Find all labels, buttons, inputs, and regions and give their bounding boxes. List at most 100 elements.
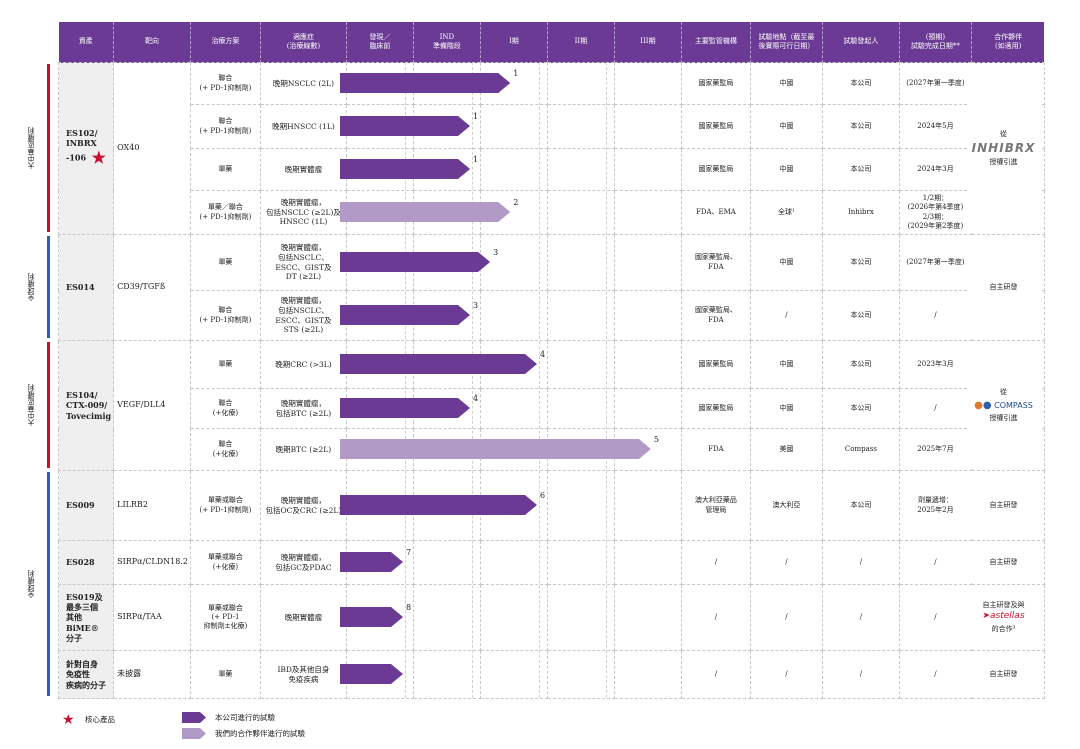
table-row: ES009 LILRB2 單藥或聯合 (+ PD-1抑制劑) 晚期實體瘤， 包括OC及… — [57, 470, 1045, 541]
sponsor-cell: 本公司 — [821, 234, 900, 291]
bar-footnote: 1 — [473, 112, 479, 121]
target-cell: SIRPα/CLDN18.2 — [113, 540, 191, 585]
authority-cell: / — [680, 540, 751, 585]
indication-cell: 晚期實體瘤， 包括NSCLC (≥2L)及 HNSCC (1L) — [259, 190, 347, 235]
completion-date-cell: 劑量遞增： 2025年2月 — [898, 470, 972, 541]
table-row: ES028 SIRPα/CLDN18.2 單藥或聯合 (+化療) 晚期實體瘤， 包括G… — [57, 540, 1045, 585]
therapy-cell: 單藥或聯合 (+ PD-1抑制劑) — [189, 470, 261, 541]
asset-name: ES014 — [66, 282, 95, 293]
therapy-cell: 聯合 (+ PD-1抑制劑) — [189, 62, 261, 105]
star-icon: ★ — [62, 712, 75, 728]
stage-cell — [546, 234, 615, 291]
indication-cell: 晚期實體瘤， 包括OC及CRC (≥2L) — [259, 470, 347, 541]
sponsor-cell: / — [821, 540, 900, 585]
stage-cell — [546, 650, 615, 699]
rights-region-bar — [47, 236, 50, 338]
therapy-cell: 單藥或聯合 (+化療) — [189, 540, 261, 585]
column-header: 發現／ 臨床前 — [345, 22, 414, 63]
asset-name: ES009 — [66, 500, 95, 511]
location-cell: 美國 — [749, 428, 823, 471]
stage-cell — [613, 104, 682, 149]
own-trial-bar — [340, 664, 403, 684]
asset-name: ES102/ INBRX -106 — [66, 127, 98, 163]
table-row: ES104/ CTX-009/ Tovecimig VEGF/DLL4 單藥 晚期CR… — [57, 340, 1045, 471]
column-header: II期 — [546, 22, 615, 63]
rights-region-label: 全球權利 — [27, 273, 35, 301]
stage-divider — [539, 62, 541, 698]
stage-cell — [613, 190, 682, 235]
rights-region-label: 大中華區權利 — [27, 127, 35, 169]
therapy-cell: 聯合 (+ PD-1抑制劑) — [189, 290, 261, 341]
stage-cell — [479, 290, 548, 341]
table-row: 針對自身 免疫性 疾病的分子 未披露 單藥 IBD及其他自身 免疫疾病 / / / / — [57, 650, 1045, 699]
asset-name: ES028 — [66, 557, 95, 568]
completion-date-cell: (2027年第一季度) — [898, 234, 972, 291]
therapy-cell: 單藥／聯合 (+ PD-1抑制劑) — [189, 190, 261, 235]
column-header: 治療方案 — [189, 22, 261, 63]
stage-cell — [613, 470, 682, 541]
stage-cell — [613, 148, 682, 191]
authority-cell: 國家藥監局 — [680, 104, 751, 149]
legend-core: ★ 核心產品 — [62, 712, 115, 728]
asset-name-cell: ES104/ CTX-009/ Tovecimig — [57, 340, 115, 471]
stage-cell — [479, 148, 548, 191]
legend-core-label: 核心產品 — [84, 715, 115, 724]
column-header: 靶向 — [113, 22, 191, 63]
column-header: 主要監管機構 — [680, 22, 751, 63]
target-cell: SIRPα/TAA — [113, 584, 191, 651]
indication-cell: 晚期實體瘤， 包括NSCLC、 ESCC、GIST及 STS (≥2L) — [259, 290, 347, 341]
location-cell: 中國 — [749, 62, 823, 105]
bar-footnote: 1 — [473, 155, 479, 164]
table-row: 聯合 (+ PD-1抑制劑) 晚期實體瘤， 包括NSCLC、 ESCC、GIST及… — [59, 290, 1045, 341]
table-row: ES019及 最多三個 其他BiME® 分子 SIRPα/TAA 單藥或聯合 (+ … — [57, 584, 1045, 651]
column-header: 試驗地點（截至最 後實際可行日期） — [749, 22, 823, 63]
table-row: 聯合 (+ PD-1抑制劑) 晚期HNSCC (1L) 國家藥監局 中國 本公司 2024… — [59, 104, 1045, 149]
partner-text-top: 從 — [1000, 129, 1007, 138]
sponsor-cell: / — [821, 650, 900, 699]
location-cell: / — [749, 650, 823, 699]
stage-cell — [546, 104, 615, 149]
authority-cell: 國家藥監局 — [680, 388, 751, 429]
rights-region-bar — [47, 342, 50, 468]
completion-date-cell: / — [898, 290, 972, 341]
therapy-cell: 單藥或聯合 (+ PD-1 抑制劑±化療) — [189, 584, 261, 651]
location-cell: 中國 — [749, 234, 823, 291]
rights-region-label: 全球權利 — [27, 570, 35, 598]
own-trial-bar — [340, 252, 491, 272]
indication-cell: 晚期HNSCC (1L) — [259, 104, 347, 149]
own-trial-arrow-icon — [182, 712, 206, 723]
stage-cell — [546, 340, 615, 389]
sponsor-cell: / — [821, 584, 900, 651]
legend-own: 本公司進行的試驗 — [182, 712, 275, 723]
bar-footnote: 4 — [540, 350, 546, 359]
location-cell: / — [749, 540, 823, 585]
stage-divider — [405, 62, 407, 698]
stage-cell — [546, 290, 615, 341]
indication-cell: 晚期實體瘤， 包括GC及PDAC — [259, 540, 347, 585]
target-cell: LILRB2 — [113, 470, 191, 541]
indication-cell: 晚期實體瘤 — [259, 584, 347, 651]
table-row: 單藥 晚期實體瘤 國家藥監局 中國 本公司 2024年3月 — [59, 148, 1045, 191]
authority-cell: / — [680, 584, 751, 651]
inhibrx-logo: INHIBRX — [971, 141, 1036, 155]
own-trial-bar — [340, 73, 511, 93]
table-row: 聯合 (+化療) 晚期實體瘤， 包括BTC (≥2L) 國家藥監局 中國 本公司 / — [59, 388, 1045, 429]
bar-footnote: 7 — [406, 548, 412, 557]
rights-region-label: 大中華區權利 — [27, 384, 35, 426]
partner-text-bottom: 自主研發 — [989, 500, 1018, 509]
location-cell: 中國 — [749, 388, 823, 429]
authority-cell: 國家藥監局 — [680, 340, 751, 389]
indication-cell: 晚期實體瘤， 包括BTC (≥2L) — [259, 388, 347, 429]
sponsor-cell: 本公司 — [821, 470, 900, 541]
column-header: III期 — [613, 22, 682, 63]
authority-cell: 國家藥監局 — [680, 148, 751, 191]
table-row: 單藥／聯合 (+ PD-1抑制劑) 晚期實體瘤， 包括NSCLC (≥2L)及 H… — [59, 190, 1045, 235]
partner-trial-arrow-icon — [182, 728, 206, 739]
indication-cell: 晚期實體瘤， 包括NSCLC、 ESCC、GIST及 DT (≥2L) — [259, 234, 347, 291]
therapy-cell: 單藥 — [189, 650, 261, 699]
asset-name-cell: ES028 — [57, 540, 115, 585]
stage-cell — [613, 340, 682, 389]
bar-footnote: 2 — [513, 198, 519, 207]
asset-name: 針對自身 免疫性 疾病的分子 — [66, 658, 106, 690]
authority-cell: 國家藥監局、 FDA — [680, 234, 751, 291]
